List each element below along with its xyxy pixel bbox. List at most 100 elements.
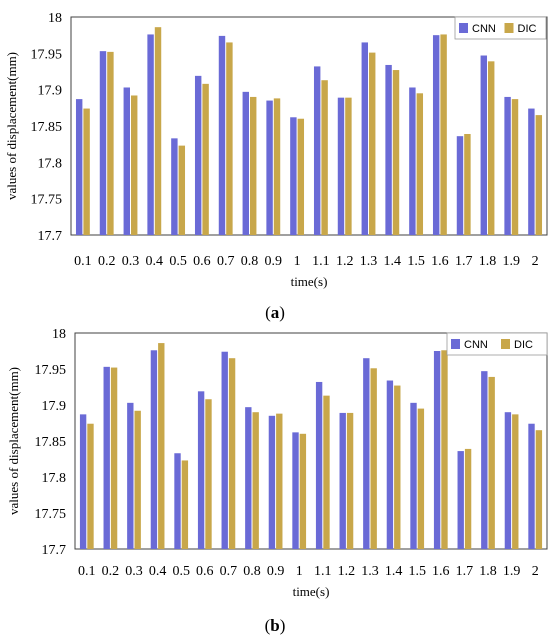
bar-dic-1.4 (394, 385, 401, 549)
bar-cnn-1.5 (409, 87, 416, 235)
bar-cnn-0.2 (103, 366, 110, 549)
x-tick-label: 1.4 (385, 564, 403, 579)
x-tick-label: 1.9 (503, 254, 521, 269)
bar-dic-1.9 (511, 99, 519, 235)
bar-dic-0.3 (131, 95, 138, 235)
x-tick-label: 1.6 (431, 254, 449, 269)
bar-cnn-0.5 (174, 453, 181, 549)
x-tick-label: 0.4 (146, 254, 164, 269)
x-tick-label: 0.6 (193, 254, 211, 269)
y-tick-label: 17.95 (31, 47, 63, 62)
bar-cnn-0.4 (150, 350, 158, 549)
bar-cnn-0.7 (221, 351, 228, 549)
y-tick-label: 17.95 (35, 363, 67, 378)
bar-cnn-1.1 (315, 381, 323, 549)
bar-dic-0.9 (273, 98, 281, 236)
x-tick-label: 1.2 (336, 254, 354, 269)
x-tick-label: 1.8 (479, 254, 497, 269)
legend-label-dic: DIC (518, 23, 537, 35)
y-tick-label: 17.8 (42, 471, 67, 486)
bar-dic-1 (297, 118, 305, 235)
y-tick-label: 17.75 (31, 193, 63, 208)
x-tick-label: 0.2 (102, 564, 120, 579)
legend: CNN DIC (446, 332, 548, 356)
bar-cnn-0.9 (266, 100, 273, 235)
bar-cnn-0.7 (218, 35, 226, 235)
bar-dic-1.8 (488, 61, 495, 236)
x-tick-label: 1.8 (479, 564, 497, 579)
bar-cnn-0.1 (75, 99, 83, 235)
bar-cnn-2 (528, 108, 535, 235)
chart-panel-b: 17.7 17.75 17.8 17.85 17.9 17.95 18 0.1 0.2 0.3 0.… (6, 327, 548, 635)
legend-label-cnn: CNN (464, 339, 488, 351)
bar-dic-1.6 (441, 350, 448, 549)
bar-dic-1.7 (464, 448, 472, 549)
x-tick-label: 1.2 (338, 564, 356, 579)
bar-cnn-1 (292, 432, 299, 549)
x-tick-label: 1.6 (432, 564, 450, 579)
legend-label-cnn: CNN (472, 23, 496, 35)
legend-box (454, 16, 547, 40)
bar-cnn-0.6 (194, 75, 202, 235)
bar-dic-0.6 (202, 83, 209, 235)
bar-cnn-0.8 (242, 91, 249, 235)
x-tick-label: 0.3 (122, 254, 140, 269)
y-tick-label: 18 (48, 11, 62, 26)
bar-dic-0.4 (158, 343, 165, 549)
legend-swatch-cnn (459, 23, 468, 33)
bar-cnn-0.3 (127, 402, 134, 549)
bar-dic-1.1 (323, 395, 330, 549)
x-tick-label: 1.3 (361, 564, 379, 579)
panel-label: (a) (265, 303, 285, 322)
y-tick-label: 17.85 (35, 435, 67, 450)
y-tick-label: 17.8 (38, 156, 63, 171)
bar-dic-2 (535, 430, 543, 549)
y-tick-label: 17.9 (38, 84, 63, 99)
x-tick-label: 1.9 (503, 564, 521, 579)
x-tick-label: 0.7 (220, 564, 238, 579)
legend-swatch-dic (501, 339, 510, 349)
x-tick-label: 0.5 (169, 254, 187, 269)
y-tick-label: 17.7 (38, 229, 63, 244)
bar-dic-1.8 (488, 376, 495, 549)
x-tick-label: 1.1 (314, 564, 332, 579)
x-tick-label: 0.9 (265, 254, 283, 269)
chart-panel-a: 17.7 17.75 17.8 17.85 17.9 17.95 18 0.1 0.2 0.3 0.… (4, 11, 548, 322)
x-tick-label: 1.7 (455, 254, 473, 269)
x-tick-label: 0.1 (78, 564, 96, 579)
y-tick-label: 17.7 (42, 543, 67, 558)
bar-dic-0.9 (276, 413, 283, 549)
bar-dic-0.5 (178, 145, 186, 235)
bar-dic-0.7 (226, 42, 233, 235)
bar-dic-1.2 (346, 412, 354, 549)
x-tick-label: 0.9 (267, 564, 285, 579)
plot-area (70, 16, 548, 236)
x-tick-label: 1.1 (312, 254, 330, 269)
bar-cnn-1.4 (386, 380, 394, 549)
plot-area (74, 332, 548, 550)
bar-cnn-0.5 (171, 138, 178, 235)
bar-dic-1.3 (370, 368, 377, 549)
x-tick-label: 0.1 (74, 254, 92, 269)
bar-cnn-0.3 (123, 87, 130, 235)
bar-dic-0.2 (110, 367, 118, 549)
bar-dic-0.7 (228, 358, 236, 549)
y-tick-label: 17.9 (42, 399, 67, 414)
x-tick-label: 2 (532, 254, 539, 269)
y-tick-label: 17.75 (35, 507, 67, 522)
x-tick-label: 0.2 (98, 254, 116, 269)
legend-swatch-dic (504, 23, 514, 33)
x-tick-label: 0.8 (241, 254, 259, 269)
bar-dic-0.4 (154, 27, 162, 235)
bar-dic-1.2 (345, 97, 352, 235)
bar-cnn-1.2 (337, 97, 345, 235)
x-axis-title: time(s) (293, 584, 330, 599)
bar-dic-1.1 (321, 80, 328, 235)
bar-cnn-1.6 (433, 351, 441, 549)
x-tick-label: 0.3 (125, 564, 143, 579)
legend-swatch-cnn (451, 339, 460, 349)
bar-cnn-0.9 (268, 415, 276, 549)
bar-dic-0.8 (252, 412, 259, 549)
bar-cnn-1.9 (504, 96, 511, 235)
bar-dic-0.5 (181, 460, 189, 549)
